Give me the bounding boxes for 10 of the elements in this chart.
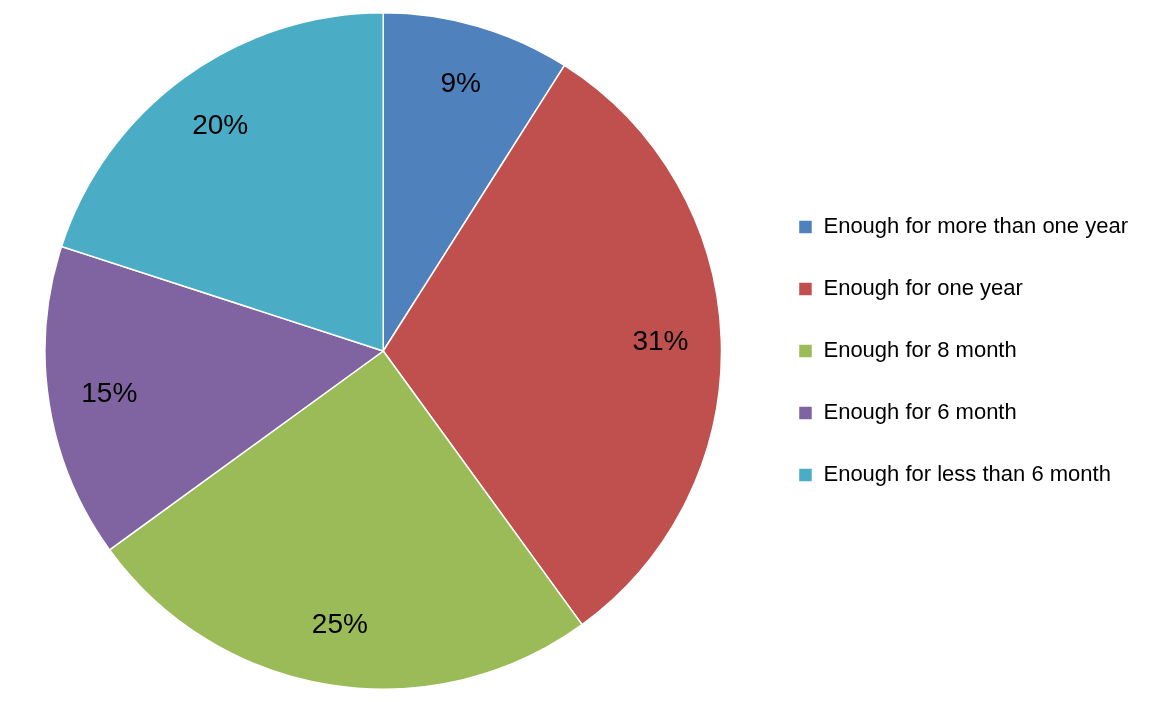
legend-label: Enough for 6 month bbox=[823, 399, 1017, 425]
data-label: 25% bbox=[311, 607, 368, 639]
legend-label: Enough for more than one year bbox=[823, 213, 1128, 239]
legend-label: Enough for less than 6 month bbox=[823, 461, 1111, 487]
data-label: 15% bbox=[81, 377, 138, 409]
legend-label: Enough for 8 month bbox=[823, 337, 1017, 363]
legend-label: Enough for one year bbox=[823, 275, 1023, 301]
data-label: 20% bbox=[192, 109, 249, 141]
data-label: 9% bbox=[440, 67, 481, 99]
data-label: 31% bbox=[632, 325, 689, 357]
